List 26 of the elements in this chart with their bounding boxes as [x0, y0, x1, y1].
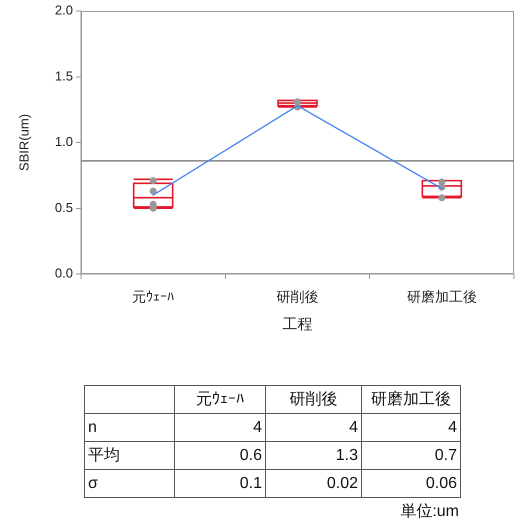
x-tick-label: 元ｳｪｰﾊ [132, 288, 174, 304]
y-tick-label: 1.5 [54, 68, 73, 84]
text: 単位:um [399, 502, 460, 520]
y-tick-label: 0.5 [54, 200, 73, 215]
data-label: 0.1 [174, 470, 266, 498]
data-label: 4 [174, 414, 266, 442]
data-label: 0.6 [174, 442, 266, 470]
y-tick-label: 0.0 [54, 266, 73, 281]
y-axis-title: SBIR(um) [16, 114, 32, 172]
data-label: 4 [362, 414, 460, 442]
text: σ [84, 470, 174, 498]
data-label: 0.7 [362, 442, 460, 470]
x-tick-label: 研磨加工後 [406, 288, 477, 304]
category-label: 元ｳｪｰﾊ [174, 386, 266, 414]
y-tick-label: 1.0 [54, 134, 73, 150]
x-axis-title: 工程 [282, 316, 312, 334]
category-label: 研削後 [266, 386, 362, 414]
text: n [84, 414, 174, 442]
data-label: 0.06 [362, 470, 460, 498]
data-label: 0.02 [266, 470, 362, 498]
x-tick-label: 研削後 [276, 288, 318, 304]
text: 平均 [84, 442, 174, 470]
data-label: 4 [266, 414, 362, 442]
y-tick-label: 2.0 [54, 2, 73, 18]
data-label: 1.3 [266, 442, 362, 470]
category-label: 研磨加工後 [362, 386, 460, 414]
